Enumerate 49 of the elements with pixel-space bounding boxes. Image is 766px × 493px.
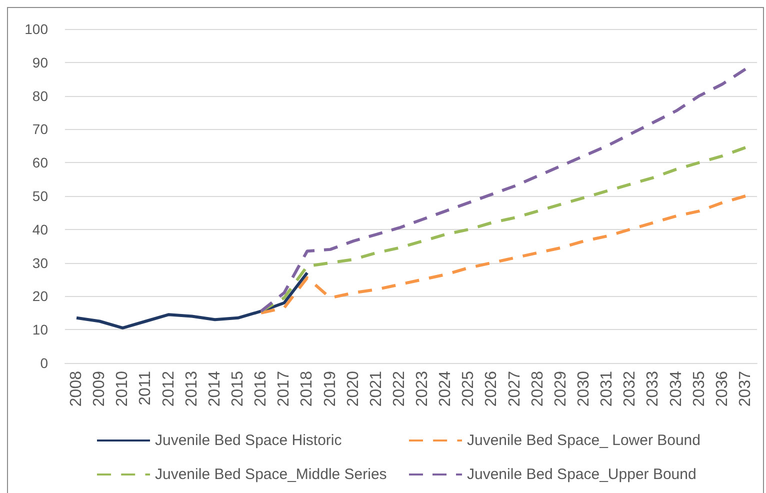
y-tick-label: 100 bbox=[24, 21, 48, 37]
x-tick-label: 2033 bbox=[644, 370, 662, 407]
x-tick-label: 2019 bbox=[322, 370, 339, 407]
x-tick-label: 2010 bbox=[114, 370, 132, 407]
y-tick-label: 0 bbox=[40, 355, 48, 371]
x-tick-label: 2021 bbox=[368, 370, 385, 407]
y-tick-label: 10 bbox=[32, 322, 48, 338]
y-tick-label: 70 bbox=[32, 121, 48, 138]
x-tick-label: 2031 bbox=[598, 370, 616, 407]
x-tick-label: 2025 bbox=[460, 370, 478, 407]
y-tick-label: 20 bbox=[32, 288, 48, 304]
x-tick-label: 2011 bbox=[137, 370, 154, 406]
x-tick-label: 2017 bbox=[276, 370, 293, 407]
x-tick-label: 2034 bbox=[668, 370, 685, 407]
legend-label: Juvenile Bed Space_Upper Bound bbox=[467, 466, 696, 483]
x-tick-label: 2027 bbox=[506, 370, 524, 407]
x-tick-label: 2036 bbox=[714, 370, 731, 407]
line-series bbox=[260, 146, 747, 313]
y-tick-label: 30 bbox=[32, 254, 48, 271]
x-tick-label: 2018 bbox=[298, 370, 316, 407]
legend-label: Juvenile Bed Space_Middle Series bbox=[155, 466, 387, 483]
legend-label: Juvenile Bed Space_ Lower Bound bbox=[467, 432, 700, 449]
y-tick-label: 80 bbox=[32, 88, 48, 104]
x-tick-label: 2014 bbox=[206, 370, 224, 407]
x-tick-label: 2024 bbox=[437, 370, 454, 407]
x-tick-label: 2012 bbox=[160, 370, 178, 407]
x-tick-label: 2032 bbox=[622, 370, 639, 407]
x-tick-label: 2026 bbox=[483, 370, 500, 407]
x-tick-label: 2020 bbox=[344, 370, 362, 407]
x-tick-label: 2016 bbox=[252, 370, 270, 407]
line-series bbox=[260, 194, 747, 314]
x-tick-label: 2008 bbox=[68, 370, 86, 407]
x-tick-label: 2030 bbox=[576, 370, 592, 407]
x-tick-label: 2015 bbox=[230, 370, 246, 407]
x-tick-label: 2028 bbox=[529, 370, 546, 407]
x-tick-label: 2009 bbox=[91, 370, 108, 407]
y-tick-label: 40 bbox=[32, 221, 48, 238]
x-tick-label: 2037 bbox=[736, 370, 754, 407]
y-tick-label: 60 bbox=[32, 154, 48, 171]
x-tick-label: 2022 bbox=[390, 370, 408, 407]
legend-label: Juvenile Bed Space Historic bbox=[155, 432, 342, 449]
y-tick-label: 90 bbox=[32, 54, 48, 70]
x-tick-label: 2023 bbox=[414, 370, 432, 407]
x-tick-label: 2035 bbox=[690, 370, 708, 407]
x-tick-label: 2013 bbox=[183, 370, 200, 407]
y-tick-label: 50 bbox=[32, 188, 48, 204]
line-series bbox=[75, 271, 309, 330]
line-series bbox=[260, 68, 747, 313]
x-tick-label: 2029 bbox=[552, 370, 570, 407]
